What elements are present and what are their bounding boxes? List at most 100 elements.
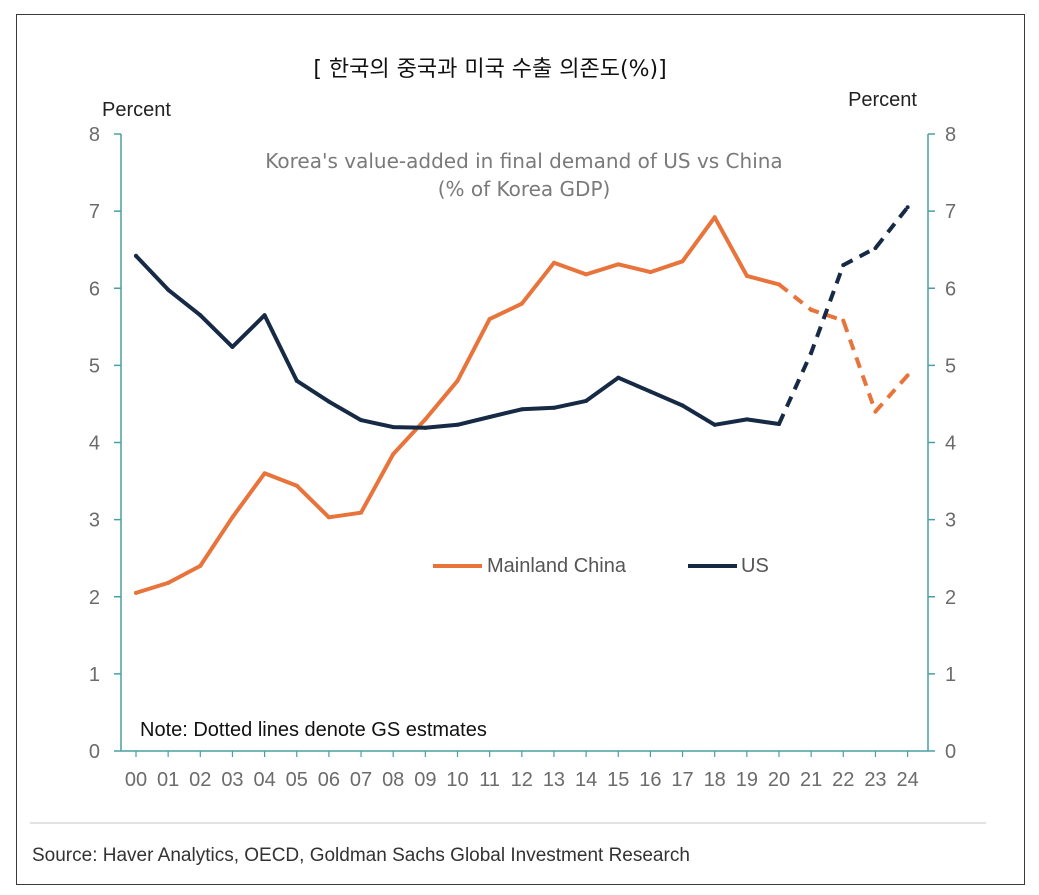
right-tick-label: 2 (945, 587, 956, 609)
x-tick-label: 00 (125, 769, 147, 791)
data-point-china (777, 282, 781, 287)
left-tick-label: 4 (89, 433, 100, 455)
data-point-china (551, 260, 556, 265)
x-tick-label: 15 (607, 769, 629, 791)
data-point-us (873, 246, 878, 251)
data-point-us (712, 422, 717, 427)
data-point-us (905, 205, 910, 210)
data-point-us (230, 344, 235, 349)
right-tick-label: 5 (945, 355, 956, 377)
data-point-china (680, 259, 685, 264)
right-tick-label: 4 (945, 433, 956, 455)
x-tick-label: 05 (286, 769, 308, 791)
data-point-us (487, 415, 492, 420)
right-tick-label: 3 (945, 510, 956, 532)
right-tick-label: 1 (945, 664, 956, 686)
x-tick-label: 08 (382, 769, 404, 791)
data-point-china (487, 317, 492, 322)
series-line-us (134, 253, 781, 430)
data-point-us (455, 422, 460, 427)
data-point-china (262, 471, 267, 476)
data-point-china (616, 262, 621, 267)
data-point-china (841, 318, 846, 323)
left-tick-label: 8 (89, 124, 100, 146)
data-point-china (519, 301, 524, 306)
axes-group: 0 01 12 23 34 45 56 67 78 800 01 02 03 04 05 06 07 08 09 10… (89, 124, 956, 791)
right-tick-label: 6 (945, 278, 956, 300)
chart-frame (16, 14, 1025, 885)
x-tick-label: 07 (350, 769, 372, 791)
series-lines-group (134, 205, 910, 595)
data-point-us (809, 351, 814, 356)
right-tick-label: 0 (945, 741, 956, 763)
right-tick-label: 8 (945, 124, 956, 146)
data-point-china (648, 270, 653, 275)
x-tick-label: 14 (575, 769, 597, 791)
data-point-china (198, 563, 203, 568)
left-tick-label: 2 (89, 587, 100, 609)
data-point-china (712, 215, 717, 220)
x-tick-label: 13 (543, 769, 565, 791)
data-point-china (873, 409, 878, 414)
data-point-us (777, 421, 781, 426)
data-point-china (230, 515, 235, 520)
data-point-china (166, 580, 171, 585)
data-point-china (809, 307, 814, 312)
x-tick-label: 10 (446, 769, 468, 791)
data-point-us (584, 398, 589, 403)
data-point-us (551, 405, 556, 410)
data-point-china (326, 515, 331, 520)
left-tick-label: 7 (89, 201, 100, 223)
x-tick-label: 18 (704, 769, 726, 791)
data-point-us (262, 313, 267, 318)
series-line-china-estimate (777, 282, 910, 414)
chart-subtitle-line1: Korea's value-added in final demand of U… (265, 149, 782, 173)
x-tick-label: 21 (800, 769, 822, 791)
legend-label-us: US (741, 555, 769, 577)
series-line-us-estimate (777, 206, 910, 425)
left-tick-label: 0 (89, 741, 100, 763)
data-point-us (326, 399, 331, 404)
x-tick-label: 23 (864, 769, 886, 791)
x-tick-label: 12 (511, 769, 533, 791)
x-tick-label: 20 (768, 769, 790, 791)
right-axis-unit: Percent (848, 89, 917, 111)
data-point-china (134, 590, 138, 595)
x-tick-label: 09 (414, 769, 436, 791)
x-tick-label: 17 (671, 769, 693, 791)
data-point-us (648, 389, 653, 394)
data-point-china (584, 272, 589, 277)
right-tick-label: 7 (945, 201, 956, 223)
left-tick-label: 3 (89, 510, 100, 532)
legend-label-china: Mainland China (487, 555, 627, 577)
data-point-china (359, 510, 364, 515)
left-axis-unit: Percent (102, 99, 171, 121)
x-tick-label: 19 (736, 769, 758, 791)
data-point-us (166, 287, 171, 292)
data-point-us (680, 403, 685, 408)
x-tick-label: 02 (189, 769, 211, 791)
x-tick-label: 04 (253, 769, 275, 791)
x-tick-label: 06 (318, 769, 340, 791)
data-point-china (455, 378, 460, 383)
data-point-us (841, 263, 846, 268)
x-tick-label: 01 (157, 769, 179, 791)
data-point-china (905, 373, 910, 378)
data-point-us (423, 425, 428, 430)
data-point-us (134, 253, 138, 258)
x-tick-label: 03 (221, 769, 243, 791)
legend: Mainland China US (433, 555, 769, 577)
left-tick-label: 1 (89, 664, 100, 686)
data-point-china (294, 483, 299, 488)
data-point-china (744, 273, 749, 278)
chart-subtitle-line2: (% of Korea GDP) (438, 177, 611, 201)
chart-title: [ 한국의 중국과 미국 수출 의존도(%)] (313, 57, 666, 82)
data-point-us (391, 425, 396, 430)
x-tick-label: 16 (639, 769, 661, 791)
x-tick-label: 24 (896, 769, 918, 791)
data-point-us (294, 378, 299, 383)
x-tick-label: 22 (832, 769, 854, 791)
data-point-us (519, 407, 524, 412)
x-tick-label: 11 (479, 769, 500, 791)
